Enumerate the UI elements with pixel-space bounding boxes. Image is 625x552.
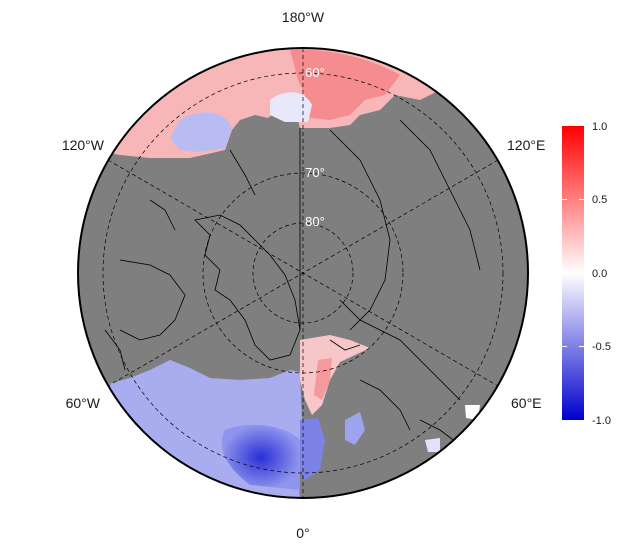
anomaly-north-sea-blue <box>300 418 325 480</box>
colorbar-tick-label: 0.0 <box>592 268 607 280</box>
lon-label-bottom: 0° <box>296 525 309 541</box>
colorbar-tick-label: -0.5 <box>592 341 611 353</box>
anomaly-pacific-red-strong <box>290 49 400 121</box>
anomaly-chukchi-pale <box>270 92 312 122</box>
anomaly-baltic-blue <box>345 412 365 445</box>
coastlines <box>104 119 481 446</box>
colorbar-tick-label: 0.5 <box>592 194 607 206</box>
anomaly-norway-strong <box>314 358 332 400</box>
latitude-circle-60 <box>102 72 504 474</box>
colorbar-tick-label: 1.0 <box>592 121 607 133</box>
anomaly-gulf-blue <box>170 112 232 152</box>
lat-label-60: 60° <box>305 65 325 80</box>
anomaly-white-sea <box>465 405 480 420</box>
colorbar-gradient <box>562 126 584 420</box>
colorbar-ticks <box>562 199 584 347</box>
colorbar: 1.0 0.5 0.0 -0.5 -1.0 <box>562 121 611 427</box>
lat-label-80: 80° <box>305 214 325 229</box>
anomaly-black-sea-fragment <box>425 438 440 452</box>
lon-label-upper-left: 120°W <box>62 137 105 153</box>
graticule <box>102 48 504 498</box>
lon-label-upper-right: 120°E <box>507 137 545 153</box>
lon-label-top: 180°W <box>282 9 325 25</box>
map-boundary-circle <box>77 47 529 499</box>
colorbar-tick-label: -1.0 <box>592 415 611 427</box>
meridian-120e-60w <box>107 159 499 387</box>
lat-label-70: 70° <box>305 165 325 180</box>
anomaly-atlantic-deep <box>221 424 300 490</box>
lon-label-lower-right: 60°E <box>511 395 542 411</box>
lon-label-lower-left: 60°W <box>66 395 101 411</box>
map-disk <box>78 48 528 498</box>
